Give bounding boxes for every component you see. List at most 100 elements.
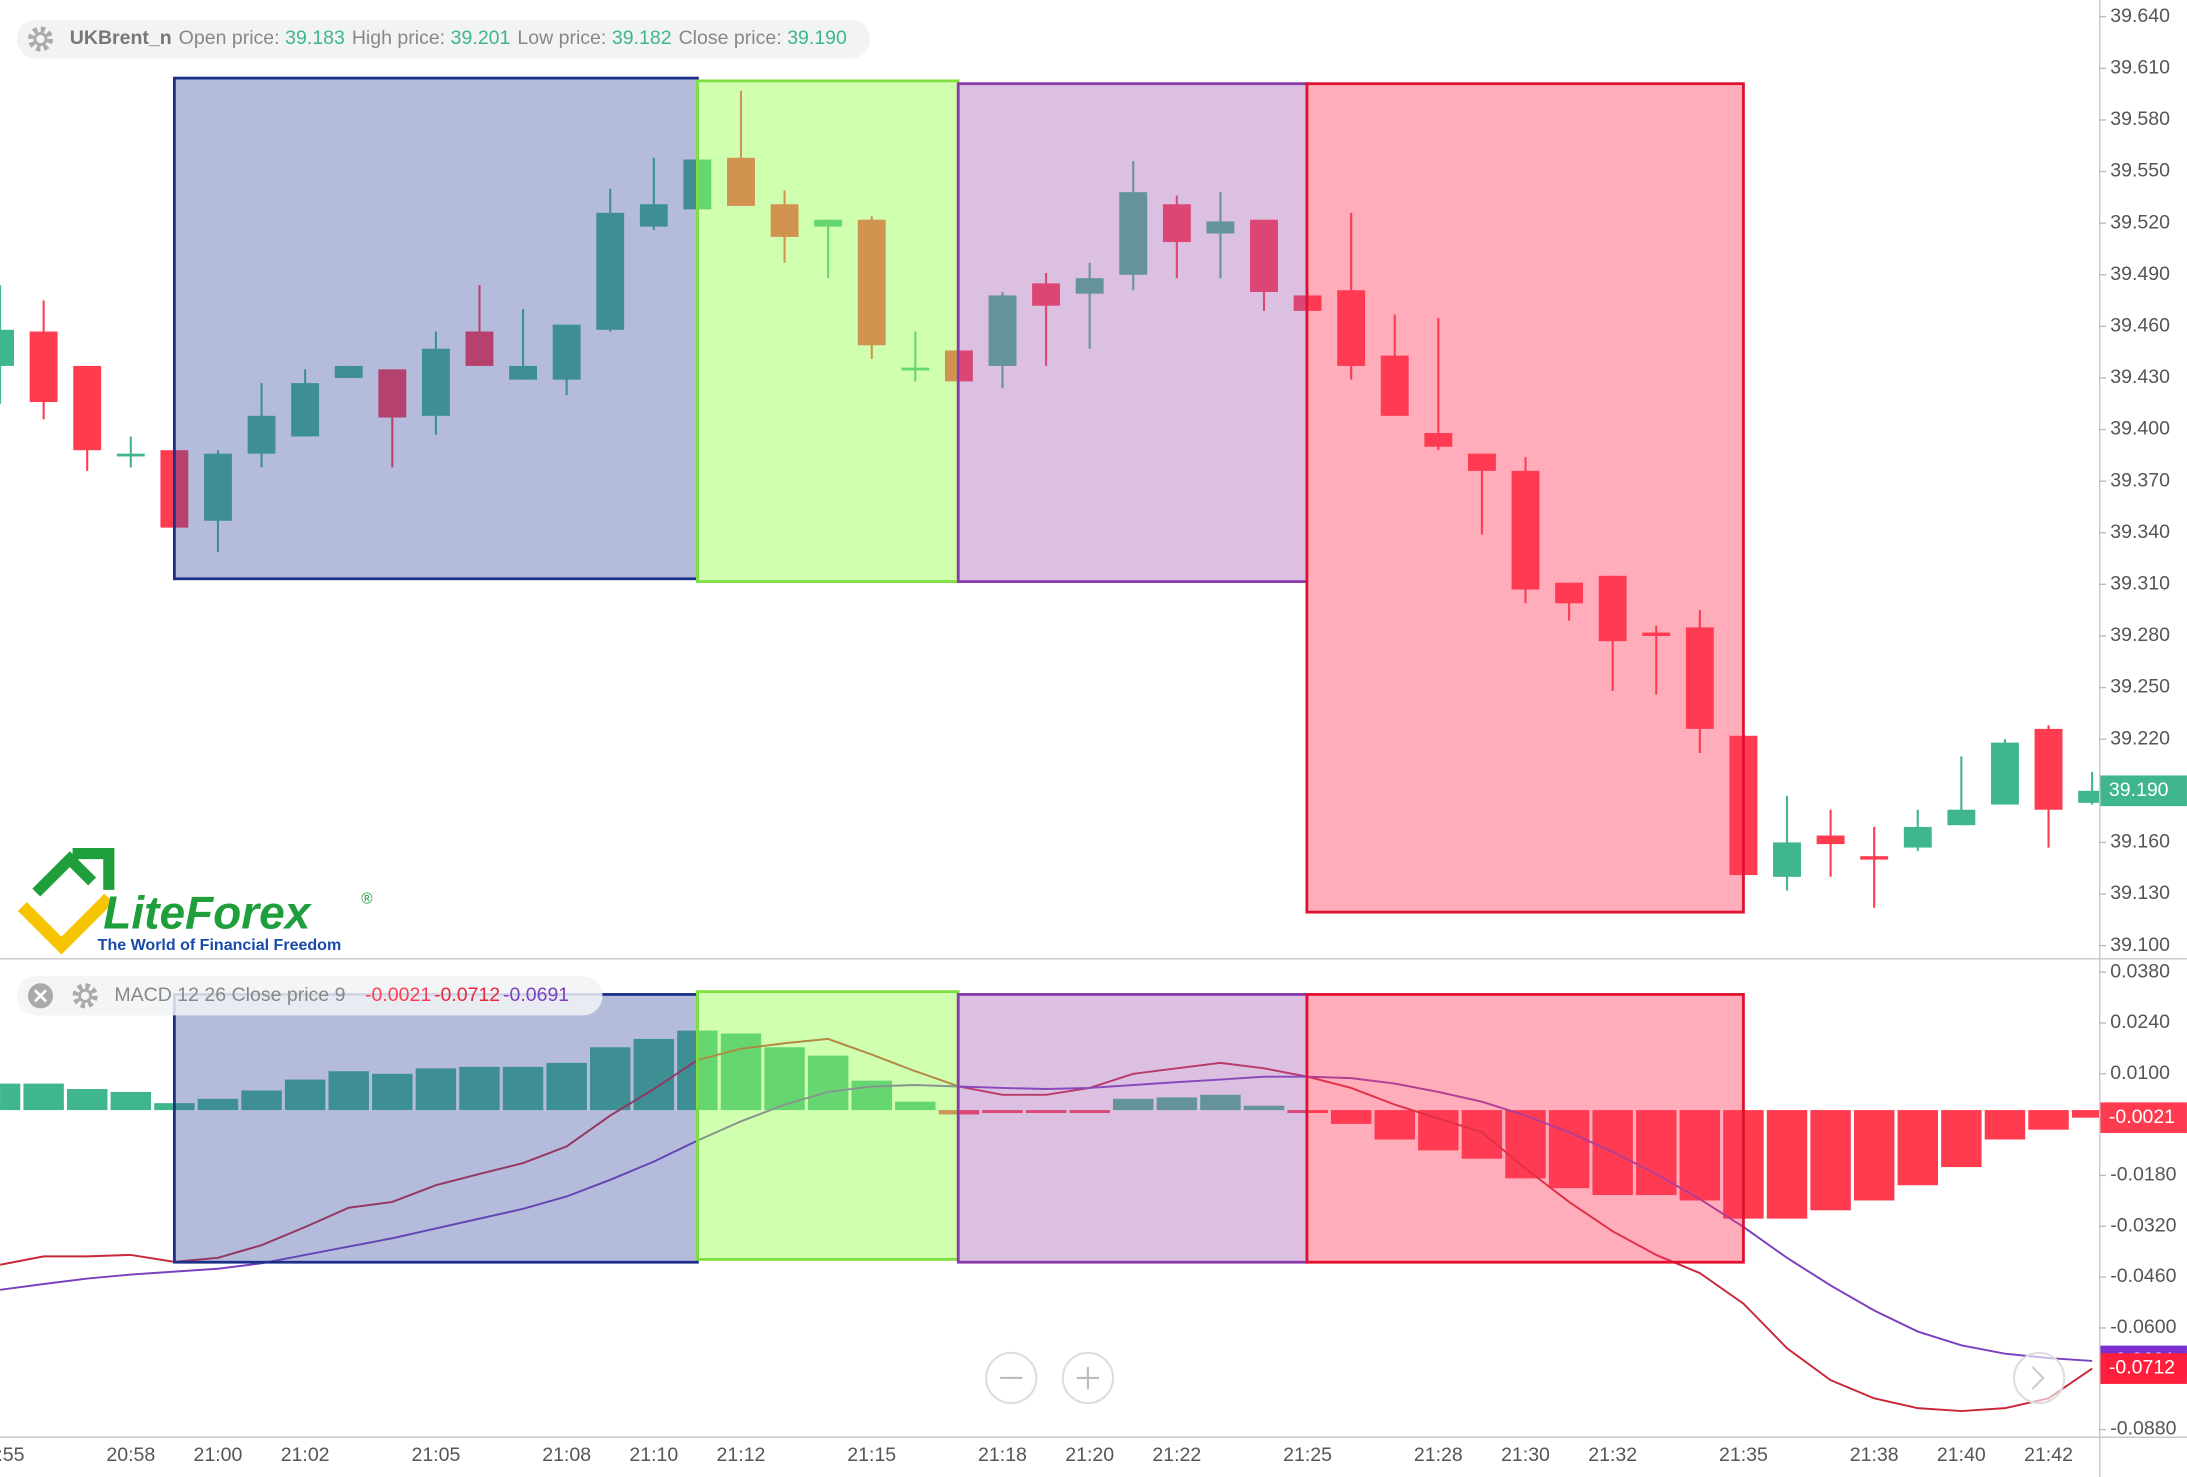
- gear: [72, 983, 98, 1009]
- x-tick-label: 21:12: [717, 1444, 766, 1466]
- histogram-bar: [1025, 1110, 1067, 1113]
- histogram-bar: [1330, 1110, 1372, 1124]
- candle-body: [1555, 582, 1584, 604]
- histogram-bar: [895, 1101, 936, 1111]
- histogram-bar: [241, 1090, 282, 1111]
- candle-body: [639, 204, 668, 227]
- histogram-bar: [2028, 1110, 2069, 1130]
- close-icon[interactable]: [27, 983, 54, 1009]
- plus-icon: [1076, 1366, 1100, 1390]
- gear-center: [78, 988, 93, 1003]
- y-tick-label: 39.610: [2110, 56, 2170, 78]
- y-tick-label: 39.340: [2110, 521, 2170, 543]
- candle-body: [1598, 575, 1627, 642]
- histogram-bar: [1200, 1094, 1241, 1111]
- zoom-controls: [985, 1351, 2066, 1405]
- candle-body: [727, 157, 755, 206]
- candle-body: [857, 219, 886, 346]
- macd-line: [0, 1037, 2093, 1413]
- candle-body: [1685, 627, 1714, 729]
- y-tick-label: -0.0320: [2110, 1214, 2176, 1236]
- candle-body: [421, 348, 450, 416]
- value: 39.182: [612, 27, 672, 49]
- x-tick-label: 21:25: [1283, 1444, 1332, 1466]
- y-tick-label: 39.160: [2110, 831, 2170, 853]
- y-tick-label: 39.430: [2110, 366, 2170, 388]
- histogram-bar: [1984, 1110, 2026, 1140]
- scroll-right[interactable]: [2012, 1351, 2066, 1405]
- histogram-bar: [502, 1066, 544, 1111]
- x-tick-label: 21:02: [281, 1444, 330, 1466]
- histogram-bar: [1156, 1097, 1198, 1111]
- box-red: [1305, 993, 1745, 1264]
- box-blue: [172, 993, 699, 1264]
- histogram-bar: [372, 1073, 413, 1111]
- macd-legend: MACD 12 26 Close price 9 -0.0021 -0.0712 -0…: [16, 976, 603, 1016]
- x-tick-label: 21:38: [1850, 1444, 1899, 1466]
- candle-body: [378, 369, 407, 418]
- histogram-bar: [197, 1098, 239, 1111]
- box-red: [1305, 82, 1745, 914]
- x-tick-label: 21:10: [629, 1444, 678, 1466]
- legend-pill: [16, 976, 603, 1016]
- histogram-bar: [415, 1068, 457, 1111]
- histogram-bar: [1853, 1110, 1895, 1201]
- box-green: [696, 990, 960, 1261]
- y-tick-label: 39.580: [2110, 108, 2170, 130]
- candle-body: [2034, 728, 2063, 810]
- legend-pill: [16, 19, 871, 59]
- candle-body: [2078, 790, 2100, 803]
- legend-value: -0.0691: [503, 984, 569, 1006]
- value: 39.190: [787, 27, 847, 49]
- candle-body: [1511, 470, 1540, 590]
- candle-body: [73, 365, 102, 451]
- value-tag: [2100, 1353, 2187, 1384]
- value-tag: [2100, 775, 2187, 807]
- logo-tagline: The World of Financial Freedom: [98, 936, 342, 954]
- y-tick-label: 39.310: [2110, 573, 2170, 595]
- histogram-bar: [1548, 1110, 1590, 1189]
- value-tag-label: -0.0712: [2109, 1357, 2175, 1379]
- label: Low price:: [517, 27, 606, 49]
- candle-body: [291, 383, 320, 437]
- zoom-in[interactable]: [1061, 1351, 1115, 1405]
- histogram-bar: [23, 1083, 64, 1111]
- y-tick-label: 39.490: [2110, 263, 2170, 285]
- box-purple: [956, 82, 1309, 583]
- logo-arrow: [32, 847, 115, 897]
- candle-body: [29, 331, 58, 403]
- y-tick-label: 39.130: [2110, 882, 2170, 904]
- histogram-bar: [546, 1062, 587, 1111]
- x-tick-label: 21:28: [1414, 1444, 1463, 1466]
- histogram-bar: [0, 1083, 21, 1111]
- scroll-button: [2012, 1351, 2066, 1405]
- y-tick-label: -0.0460: [2110, 1265, 2176, 1287]
- histogram-bar: [1461, 1110, 1503, 1159]
- value: 39.201: [451, 27, 511, 49]
- y-tick-label: 39.640: [2110, 5, 2170, 27]
- value-tag-label: -0.0021: [2109, 1106, 2175, 1128]
- candle-body: [1990, 742, 2019, 805]
- x-tick-label: 21:30: [1501, 1444, 1550, 1466]
- price-legend-text: UKBrent_n Open price: 39.183 High price: 39.…: [70, 27, 847, 49]
- settings-icon[interactable]: [72, 983, 98, 1009]
- x-tick-label: 20:55: [0, 1444, 25, 1466]
- x-tick-label: 21:00: [194, 1444, 243, 1466]
- zoom-out[interactable]: [985, 1351, 1038, 1405]
- candle-body: [1075, 278, 1104, 294]
- y-tick-label: 0.0100: [2110, 1062, 2170, 1084]
- y-tick-label: 39.460: [2110, 315, 2170, 337]
- settings-icon[interactable]: [27, 26, 54, 52]
- candle-body: [247, 415, 276, 454]
- value-tag: [2100, 1102, 2187, 1134]
- candle-body: [1380, 355, 1409, 416]
- y-tick-label: -0.0880: [2110, 1418, 2176, 1440]
- x-tick-label: 21:42: [2024, 1444, 2073, 1466]
- candle-body: [1250, 219, 1278, 292]
- close-x: [33, 989, 48, 1003]
- legend-value: -0.0712: [434, 984, 500, 1006]
- y-tick-label: -0.0600: [2110, 1316, 2176, 1338]
- candle-body: [1206, 221, 1235, 234]
- indicator-name: MACD 12 26 Close price 9: [114, 984, 345, 1006]
- histogram-bar: [1679, 1110, 1721, 1201]
